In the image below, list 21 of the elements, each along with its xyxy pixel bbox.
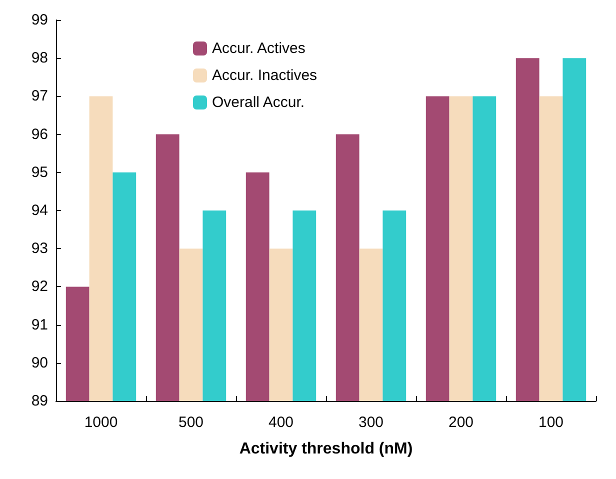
y-tick-label: 99 — [31, 12, 48, 28]
x-axis-title: Activity threshold (nM) — [239, 440, 413, 458]
x-tick-label: 400 — [268, 414, 294, 431]
y-tick-label: 95 — [31, 164, 48, 181]
x-tick-label: 200 — [448, 414, 474, 431]
y-tick-label: 92 — [31, 278, 48, 296]
y-tick-label: 93 — [31, 240, 48, 258]
y-tick-label: 96 — [31, 126, 48, 143]
x-tick-label: 300 — [358, 414, 384, 431]
y-tick-label: 98 — [31, 50, 48, 67]
y-tick-label: 97 — [31, 88, 48, 105]
x-tick-label: 500 — [178, 414, 204, 431]
y-tick-label: 89 — [31, 392, 48, 410]
x-tick-label: 1000 — [84, 414, 118, 431]
y-tick-label: 94 — [31, 202, 48, 219]
legend-label: Overall Accur. — [212, 94, 305, 111]
y-tick-label: 91 — [31, 316, 48, 334]
y-tick-label: 90 — [31, 354, 48, 372]
legend-label: Accur. Actives — [212, 40, 306, 57]
x-tick-label: 100 — [538, 414, 564, 431]
legend-label: Accur. Inactives — [212, 67, 318, 84]
